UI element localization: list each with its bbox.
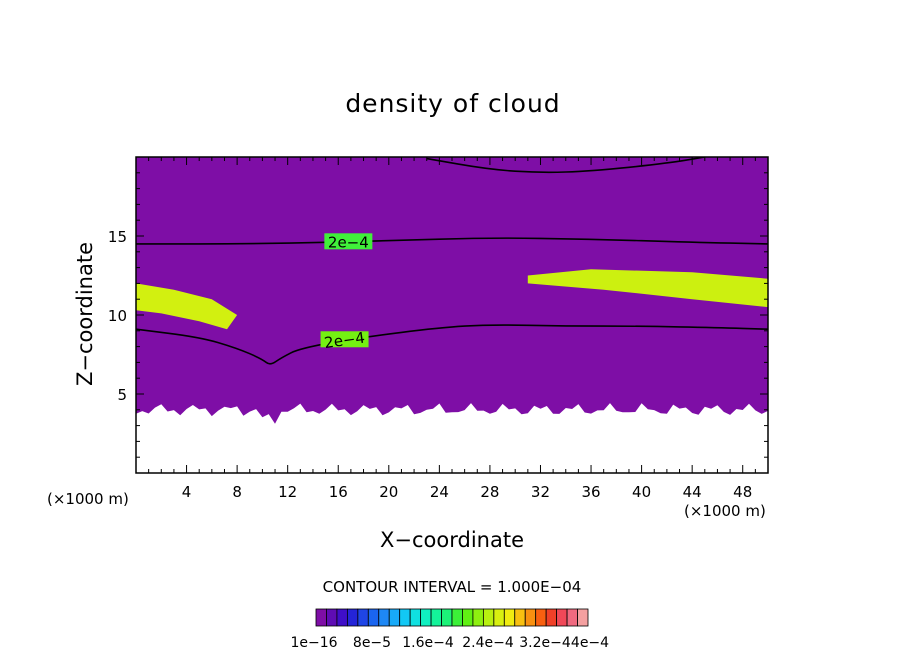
density-band — [136, 157, 768, 424]
colorbar-swatch — [315, 608, 327, 627]
colorbar-swatch — [545, 608, 558, 627]
colorbar-swatch — [357, 608, 369, 627]
colorbar-swatch — [493, 608, 505, 627]
contour-label-layer: 2e−4 2e−4 — [320, 233, 373, 353]
contour-line-2e-4 — [136, 324, 768, 365]
y-tick-label: 15 — [108, 228, 127, 246]
colorbar-label: 2.4e−4 — [462, 635, 514, 651]
x-unit-right: (×1000 m) — [684, 502, 766, 520]
colorbar-label: 3.2e−4 — [519, 635, 571, 651]
contour-label: 2e−4 — [323, 329, 366, 353]
chart-title: density of cloud — [345, 89, 560, 118]
y-ticks: 5 10 15 — [108, 156, 768, 474]
colorbar-label: 1e−16 — [290, 635, 337, 651]
colorbar-swatch — [326, 608, 338, 627]
colorbar-labels: 1e−16 8e−5 1.6e−4 2.4e−4 3.2e−4 4e−4 — [290, 635, 609, 651]
contour-line-1e-4 — [426, 157, 705, 174]
colorbar-swatch — [524, 608, 537, 627]
contour-label: 2e−4 — [328, 233, 369, 251]
colorbar-swatch — [430, 608, 442, 627]
y-axis-label: Z−coordinate — [73, 242, 97, 386]
colorbar-swatch — [336, 608, 348, 627]
x-tick-label: 8 — [232, 483, 242, 501]
contour-lines — [136, 157, 768, 365]
colorbar-swatch — [472, 608, 484, 627]
x-tick-label: 36 — [581, 483, 600, 501]
colorbar-swatch — [503, 608, 516, 627]
x-tick-label: 28 — [480, 483, 499, 501]
colorbar-swatch — [409, 608, 422, 627]
plot-area — [136, 157, 768, 473]
colorbar-swatch — [346, 608, 359, 627]
density-highlight-yellow-right — [527, 269, 768, 308]
y-tick-label: 5 — [117, 386, 127, 404]
colorbar-swatch — [462, 608, 474, 627]
colorbar-swatch — [577, 608, 589, 627]
colorbar-swatch — [367, 608, 380, 627]
x-ticks: 4 8 12 16 20 24 28 32 36 40 44 48 — [135, 157, 769, 501]
x-tick-label: 40 — [632, 483, 651, 501]
x-axis-label: X−coordinate — [380, 528, 524, 552]
x-tick-label: 16 — [329, 483, 348, 501]
contour-label-background — [320, 331, 369, 348]
colorbar-swatch — [378, 608, 390, 627]
contour-label-background — [324, 233, 373, 250]
colorbar-swatch — [482, 608, 495, 627]
density-bands — [136, 157, 768, 424]
colorbar-swatch — [566, 608, 578, 627]
x-tick-label: 48 — [733, 483, 752, 501]
x-unit-left: (×1000 m) — [47, 490, 129, 508]
colorbar-swatch — [420, 608, 432, 627]
contour-interval-text: CONTOUR INTERVAL = 1.000E−04 — [323, 578, 582, 596]
x-tick-label: 12 — [278, 483, 297, 501]
colorbar-label: 4e−4 — [571, 635, 609, 651]
colorbar-label: 1.6e−4 — [402, 635, 454, 651]
density-highlights — [136, 269, 768, 330]
x-tick-label: 32 — [531, 483, 550, 501]
colorbar-swatch — [451, 608, 463, 627]
density-highlight-yellow-left — [136, 283, 238, 330]
colorbar-swatch — [556, 608, 568, 627]
colorbar — [315, 608, 589, 627]
colorbar-swatch — [399, 608, 411, 627]
y-tick-label: 10 — [108, 307, 127, 325]
x-tick-label: 44 — [683, 483, 702, 501]
x-tick-label: 20 — [379, 483, 398, 501]
colorbar-label: 8e−5 — [353, 635, 391, 651]
colorbar-swatch — [388, 608, 401, 627]
contour-line-2e-4 — [136, 237, 768, 245]
colorbar-swatch — [535, 608, 547, 627]
colorbar-swatch — [514, 608, 526, 627]
colorbar-swatch — [441, 608, 453, 627]
x-tick-label: 24 — [430, 483, 449, 501]
x-tick-label: 4 — [182, 483, 192, 501]
